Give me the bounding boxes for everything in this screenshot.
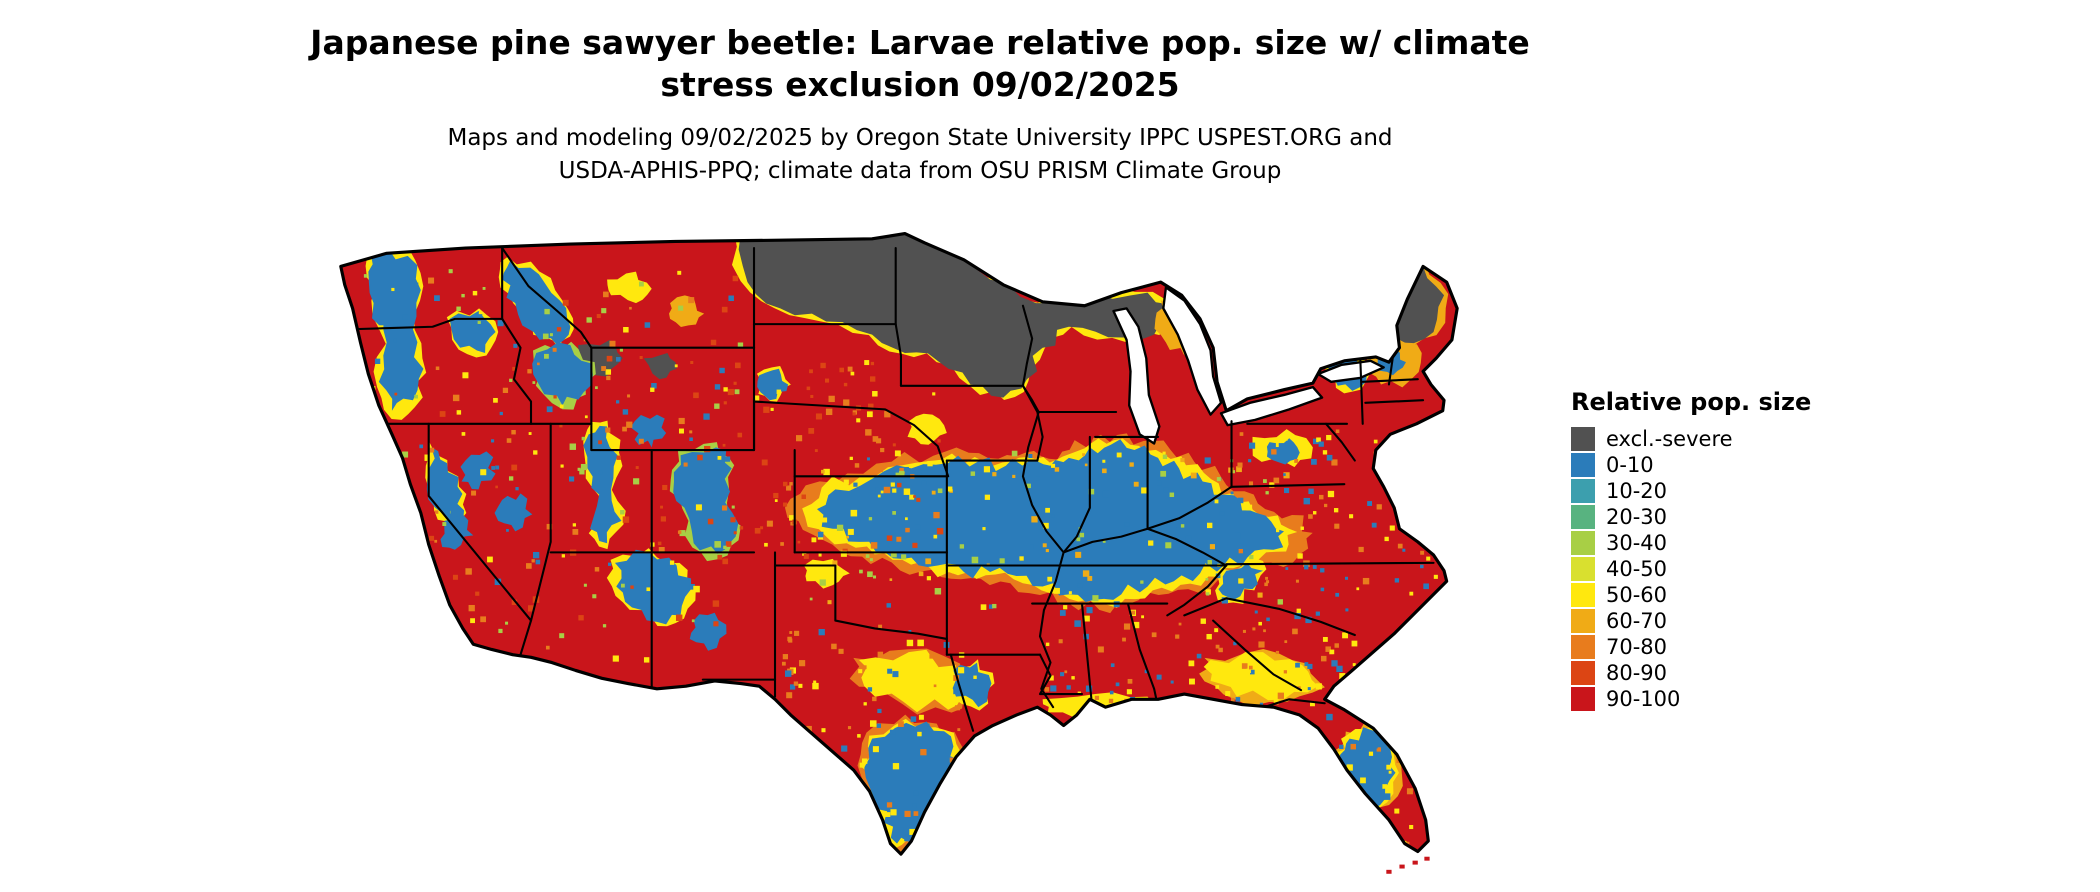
legend-label: 30-40: [1606, 530, 1668, 555]
map-title: Japanese pine sawyer beetle: Larvae rela…: [0, 22, 1840, 106]
legend-item: 40-50: [1571, 556, 1811, 582]
legend-swatch: [1571, 531, 1595, 555]
legend-item: 70-80: [1571, 634, 1811, 660]
legend-item: 80-90: [1571, 660, 1811, 686]
legend-label: 40-50: [1606, 556, 1668, 581]
legend-item: 90-100: [1571, 686, 1811, 712]
legend: Relative pop. size excl.-severe 0-10 10-20…: [1571, 388, 1811, 712]
legend-swatch: [1571, 583, 1595, 607]
legend-item: excl.-severe: [1571, 426, 1811, 452]
legend-swatch: [1571, 661, 1595, 685]
legend-swatch: [1571, 453, 1595, 477]
legend-item: 0-10: [1571, 452, 1811, 478]
map-title-line1: Japanese pine sawyer beetle: Larvae rela…: [310, 23, 1530, 62]
legend-label: excl.-severe: [1606, 426, 1733, 451]
legend-swatch: [1571, 557, 1595, 581]
legend-swatch: [1571, 427, 1595, 451]
legend-swatch: [1571, 479, 1595, 503]
legend-item: 60-70: [1571, 608, 1811, 634]
legend-swatch: [1571, 687, 1595, 711]
legend-swatch: [1571, 635, 1595, 659]
legend-label: 70-80: [1606, 634, 1668, 659]
us-map: [308, 226, 1528, 884]
legend-label: 10-20: [1606, 478, 1668, 503]
legend-item: 30-40: [1571, 530, 1811, 556]
legend-label: 80-90: [1606, 660, 1668, 685]
legend-label: 60-70: [1606, 608, 1668, 633]
map-subtitle: Maps and modeling 09/02/2025 by Oregon S…: [0, 122, 1840, 186]
map-raster-layer: [340, 233, 1458, 855]
legend-item: 50-60: [1571, 582, 1811, 608]
legend-items: excl.-severe 0-10 10-20 20-30 30-40 40-50 50-6…: [1571, 426, 1811, 712]
legend-label: 90-100: [1606, 686, 1681, 711]
map-subtitle-line1: Maps and modeling 09/02/2025 by Oregon S…: [447, 125, 1393, 152]
us-map-svg: [339, 232, 1459, 874]
legend-title: Relative pop. size: [1571, 388, 1812, 416]
legend-label: 50-60: [1606, 582, 1668, 607]
legend-swatch: [1571, 609, 1595, 633]
legend-item: 10-20: [1571, 478, 1811, 504]
map-header: Japanese pine sawyer beetle: Larvae rela…: [0, 22, 1840, 187]
legend-swatch: [1571, 505, 1595, 529]
map-title-line2: stress exclusion 09/02/2025: [660, 65, 1180, 105]
map-subtitle-line2: USDA-APHIS-PPQ; climate data from OSU PR…: [558, 157, 1282, 184]
legend-label: 0-10: [1606, 452, 1654, 477]
legend-label: 20-30: [1606, 504, 1668, 529]
legend-item: 20-30: [1571, 504, 1811, 530]
